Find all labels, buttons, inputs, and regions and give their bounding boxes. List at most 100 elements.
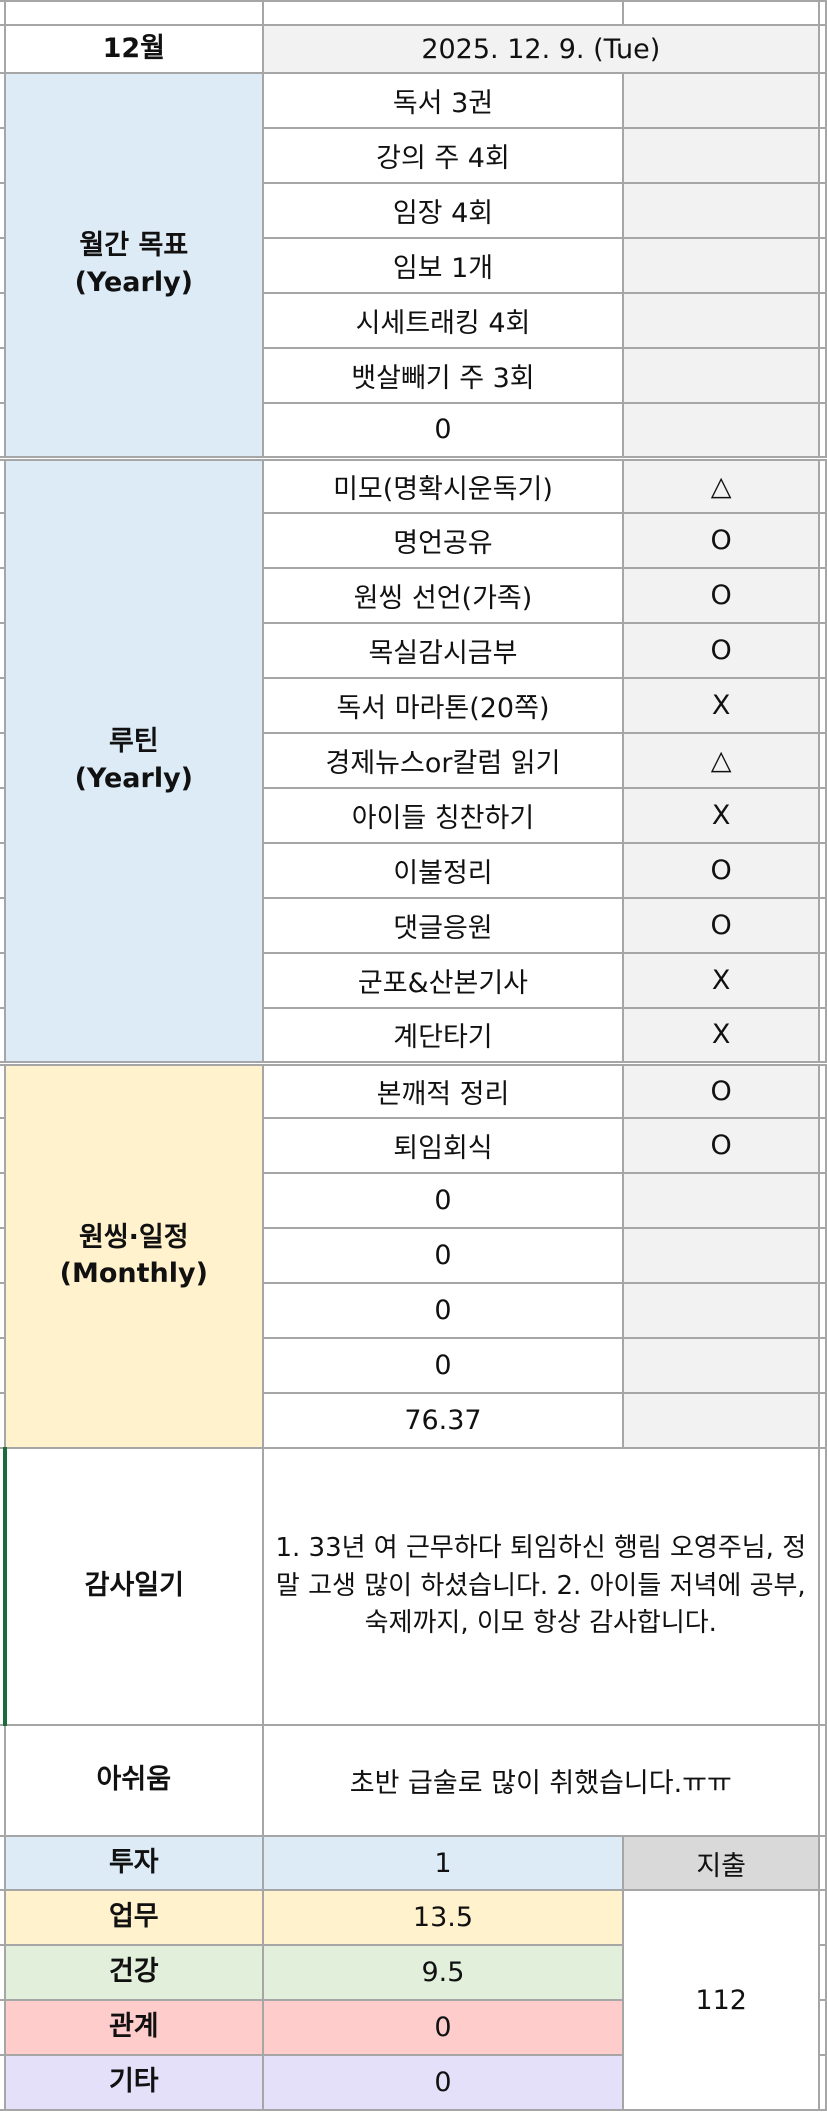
gratitude-label[interactable]: 감사일기 [2,1447,264,1726]
monthly-item[interactable]: 퇴임회식 [261,1117,625,1174]
goals-row: 뱃살빼기 주 3회 [0,347,827,404]
goals-item[interactable]: 0 [261,402,625,459]
monthly-status-mark[interactable]: O [622,1117,820,1174]
invest-row: 투자 1 지출 [0,1835,827,1891]
gratitude-row: 감사일기 1. 33년 여 근무하다 퇴임하신 행림 오영주님, 정말 고생 많이… [0,1447,827,1726]
goals-status-mark[interactable] [622,127,820,184]
monthly-status-mark[interactable]: O [622,1060,820,1119]
monthly-row: 퇴임회식 O [0,1117,827,1174]
monthly-row: 0 [0,1227,827,1284]
routine-status-mark[interactable]: X [622,952,820,1009]
goals-item[interactable]: 뱃살빼기 주 3회 [261,347,625,404]
goals-item[interactable]: 시세트래킹 4회 [261,292,625,349]
time-row: 업무 13.5 112 [0,1889,827,2111]
routine-row: 명언공유 O [0,512,827,569]
goals-status-mark[interactable] [622,402,820,459]
time-category-value[interactable]: 13.5 [261,1889,625,1946]
routine-item[interactable]: 아이들 칭찬하기 [261,787,625,844]
expense-label[interactable]: 지출 [622,1835,820,1891]
invest-value[interactable]: 1 [261,1835,625,1891]
routine-row: 목실감시금부 O [0,622,827,679]
routine-item[interactable]: 목실감시금부 [261,622,625,679]
time-row: 건강 9.5 [0,1944,827,2001]
routine-status-mark[interactable]: △ [622,732,820,789]
routine-row: 루틴 (Yearly) 미모(명확시운독기) △ [0,455,827,1064]
routine-status-mark[interactable]: O [622,567,820,624]
monthly-status-mark[interactable] [622,1282,820,1339]
time-category-label[interactable]: 업무 [3,1889,264,1946]
routine-status-mark[interactable]: X [622,677,820,734]
routine-status-mark[interactable]: △ [622,455,820,514]
routine-status-mark[interactable]: O [622,512,820,569]
goals-row: 임보 1개 [0,237,827,294]
time-category-label[interactable]: 기타 [3,2054,264,2111]
month-cell[interactable]: 12월 [3,24,264,74]
regret-label[interactable]: 아쉬움 [3,1724,264,1837]
monthly-item[interactable]: 0 [261,1227,625,1284]
goals-status-mark[interactable] [622,72,820,129]
time-row: 관계 0 [0,1999,827,2056]
time-category-value[interactable]: 0 [261,1999,625,2056]
routine-row: 댓글응원 O [0,897,827,954]
goals-status-mark[interactable] [622,347,820,404]
goals-status-mark[interactable] [622,292,820,349]
date-cell[interactable]: 2025. 12. 9. (Tue) [261,24,821,74]
time-category-label[interactable]: 건강 [3,1944,264,2001]
header-row: 12월 2025. 12. 9. (Tue) [0,24,827,74]
routine-item[interactable]: 경제뉴스or칼럼 읽기 [261,732,625,789]
regret-row: 아쉬움 초반 급술로 많이 취했습니다.ㅠㅠ [0,1724,827,1837]
routine-item[interactable]: 독서 마라톤(20쪽) [261,677,625,734]
monthly-item[interactable]: 0 [261,1337,625,1394]
goals-item[interactable]: 독서 3권 [261,72,625,129]
routine-row: 독서 마라톤(20쪽) X [0,677,827,734]
monthly-item[interactable]: 0 [261,1282,625,1339]
goals-item[interactable]: 강의 주 4회 [261,127,625,184]
goals-status-mark[interactable] [622,182,820,239]
routine-item[interactable]: 댓글응원 [261,897,625,954]
monthly-item[interactable]: 본깨적 정리 [261,1060,625,1119]
goals-row: 강의 주 4회 [0,127,827,184]
monthly-status-mark[interactable] [622,1392,820,1449]
monthly-status-mark[interactable] [622,1227,820,1284]
monthly-item[interactable]: 76.37 [261,1392,625,1449]
routine-item[interactable]: 명언공유 [261,512,625,569]
goals-label[interactable]: 월간 목표 (Yearly) [3,72,264,459]
routine-item[interactable]: 미모(명확시운독기) [261,455,625,514]
goals-item[interactable]: 임보 1개 [261,237,625,294]
time-category-value[interactable]: 9.5 [261,1944,625,2001]
goals-row: 월간 목표 (Yearly) 독서 3권 [0,72,827,459]
goals-item[interactable]: 임장 4회 [261,182,625,239]
routine-item[interactable]: 이불정리 [261,842,625,899]
routine-status-mark[interactable]: O [622,897,820,954]
routine-row: 경제뉴스or칼럼 읽기 △ [0,732,827,789]
time-category-value[interactable]: 0 [261,2054,625,2111]
expense-value[interactable]: 112 [622,1889,820,2111]
monthly-row: 0 [0,1337,827,1394]
monthly-row: 0 [0,1172,827,1229]
time-category-label[interactable]: 관계 [3,1999,264,2056]
invest-label[interactable]: 투자 [3,1835,264,1891]
routine-item[interactable]: 계단타기 [261,1007,625,1064]
gratitude-text[interactable]: 1. 33년 여 근무하다 퇴임하신 행림 오영주님, 정말 고생 많이 하셨습… [261,1447,821,1726]
monthly-item[interactable]: 0 [261,1172,625,1229]
time-row: 기타 0 [0,2054,827,2111]
routine-label[interactable]: 루틴 (Yearly) [3,455,264,1064]
routine-row: 계단타기 X [0,1007,827,1064]
routine-row: 원씽 선언(가족) O [0,567,827,624]
routine-status-mark[interactable]: X [622,787,820,844]
routine-row: 이불정리 O [0,842,827,899]
monthly-status-mark[interactable] [622,1337,820,1394]
routine-row: 아이들 칭찬하기 X [0,787,827,844]
goals-row: 시세트래킹 4회 [0,292,827,349]
goals-status-mark[interactable] [622,237,820,294]
top-row [0,0,827,26]
routine-status-mark[interactable]: X [622,1007,820,1064]
routine-item[interactable]: 군포&산본기사 [261,952,625,1009]
regret-text[interactable]: 초반 급술로 많이 취했습니다.ㅠㅠ [261,1724,821,1837]
routine-status-mark[interactable]: O [622,622,820,679]
routine-item[interactable]: 원씽 선언(가족) [261,567,625,624]
routine-status-mark[interactable]: O [622,842,820,899]
monthly-status-mark[interactable] [622,1172,820,1229]
monthly-row: 0 [0,1282,827,1339]
monthly-label[interactable]: 원씽·일정 (Monthly) [3,1060,264,1449]
